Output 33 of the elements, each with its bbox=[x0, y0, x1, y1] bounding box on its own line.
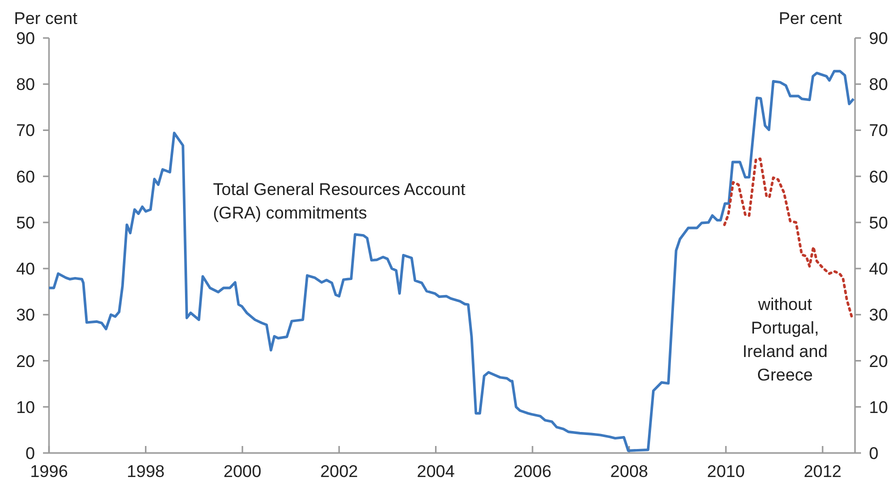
y-tick-label: 90 bbox=[16, 29, 35, 48]
y-tick-label: 10 bbox=[16, 398, 35, 417]
x-tick-label: 2012 bbox=[804, 462, 842, 481]
y2-tick-label: 30 bbox=[869, 306, 888, 325]
x-tick-label: 1996 bbox=[30, 462, 68, 481]
y-tick-label: 80 bbox=[16, 75, 35, 94]
y-tick-label: 20 bbox=[16, 352, 35, 371]
annotation: without Portugal, Ireland and Greece bbox=[742, 295, 828, 384]
y2-tick-label: 0 bbox=[869, 444, 878, 463]
x-tick-label: 2010 bbox=[706, 462, 745, 481]
x-tick-label: 2000 bbox=[223, 462, 262, 481]
y-tick-label: 50 bbox=[16, 213, 35, 232]
annotation: Total General Resources Account (GRA) commitments bbox=[213, 180, 466, 222]
x-tick-label: 1998 bbox=[126, 462, 165, 481]
y2-tick-label: 50 bbox=[869, 213, 888, 232]
y2-tick-label: 10 bbox=[869, 398, 888, 417]
y2-tick-label: 60 bbox=[869, 167, 888, 186]
y2-tick-label: 70 bbox=[869, 121, 888, 140]
y-tick-label: 30 bbox=[16, 306, 35, 325]
y-tick-label: 40 bbox=[16, 260, 35, 279]
y-axis-title: Per cent bbox=[14, 9, 78, 28]
y2-tick-label: 20 bbox=[869, 352, 888, 371]
y2-axis-title: Per cent bbox=[778, 9, 842, 28]
y2-tick-label: 80 bbox=[869, 75, 888, 94]
y-tick-label: 70 bbox=[16, 121, 35, 140]
x-tick-label: 2006 bbox=[514, 462, 552, 481]
x-tick-label: 2004 bbox=[416, 462, 455, 481]
x-tick-label: 2008 bbox=[610, 462, 648, 481]
y2-tick-label: 40 bbox=[869, 260, 888, 279]
y-tick-label: 60 bbox=[16, 167, 35, 186]
x-tick-label: 2002 bbox=[320, 462, 358, 481]
y-tick-label: 0 bbox=[26, 444, 35, 463]
y2-tick-label: 90 bbox=[869, 29, 888, 48]
